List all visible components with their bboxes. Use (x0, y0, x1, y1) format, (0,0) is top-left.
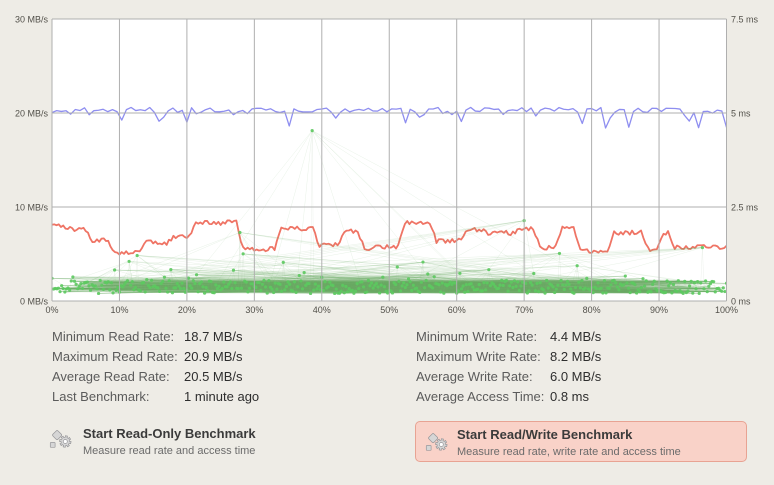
svg-text:0%: 0% (45, 305, 58, 315)
svg-text:7.5 ms: 7.5 ms (731, 15, 759, 25)
svg-text:50%: 50% (380, 305, 398, 315)
svg-text:20%: 20% (178, 305, 196, 315)
svg-text:90%: 90% (650, 305, 668, 315)
svg-text:10%: 10% (110, 305, 128, 315)
svg-text:70%: 70% (515, 305, 533, 315)
svg-text:40%: 40% (313, 305, 331, 315)
svg-text:100%: 100% (715, 305, 738, 315)
svg-text:0 MB/s: 0 MB/s (20, 297, 49, 307)
svg-text:2.5 ms: 2.5 ms (731, 203, 759, 213)
svg-text:30 MB/s: 30 MB/s (15, 15, 49, 25)
svg-text:10 MB/s: 10 MB/s (15, 203, 49, 213)
svg-text:80%: 80% (583, 305, 601, 315)
svg-text:5 ms: 5 ms (731, 109, 751, 119)
svg-text:20 MB/s: 20 MB/s (15, 109, 49, 119)
svg-text:60%: 60% (448, 305, 466, 315)
svg-text:30%: 30% (245, 305, 263, 315)
